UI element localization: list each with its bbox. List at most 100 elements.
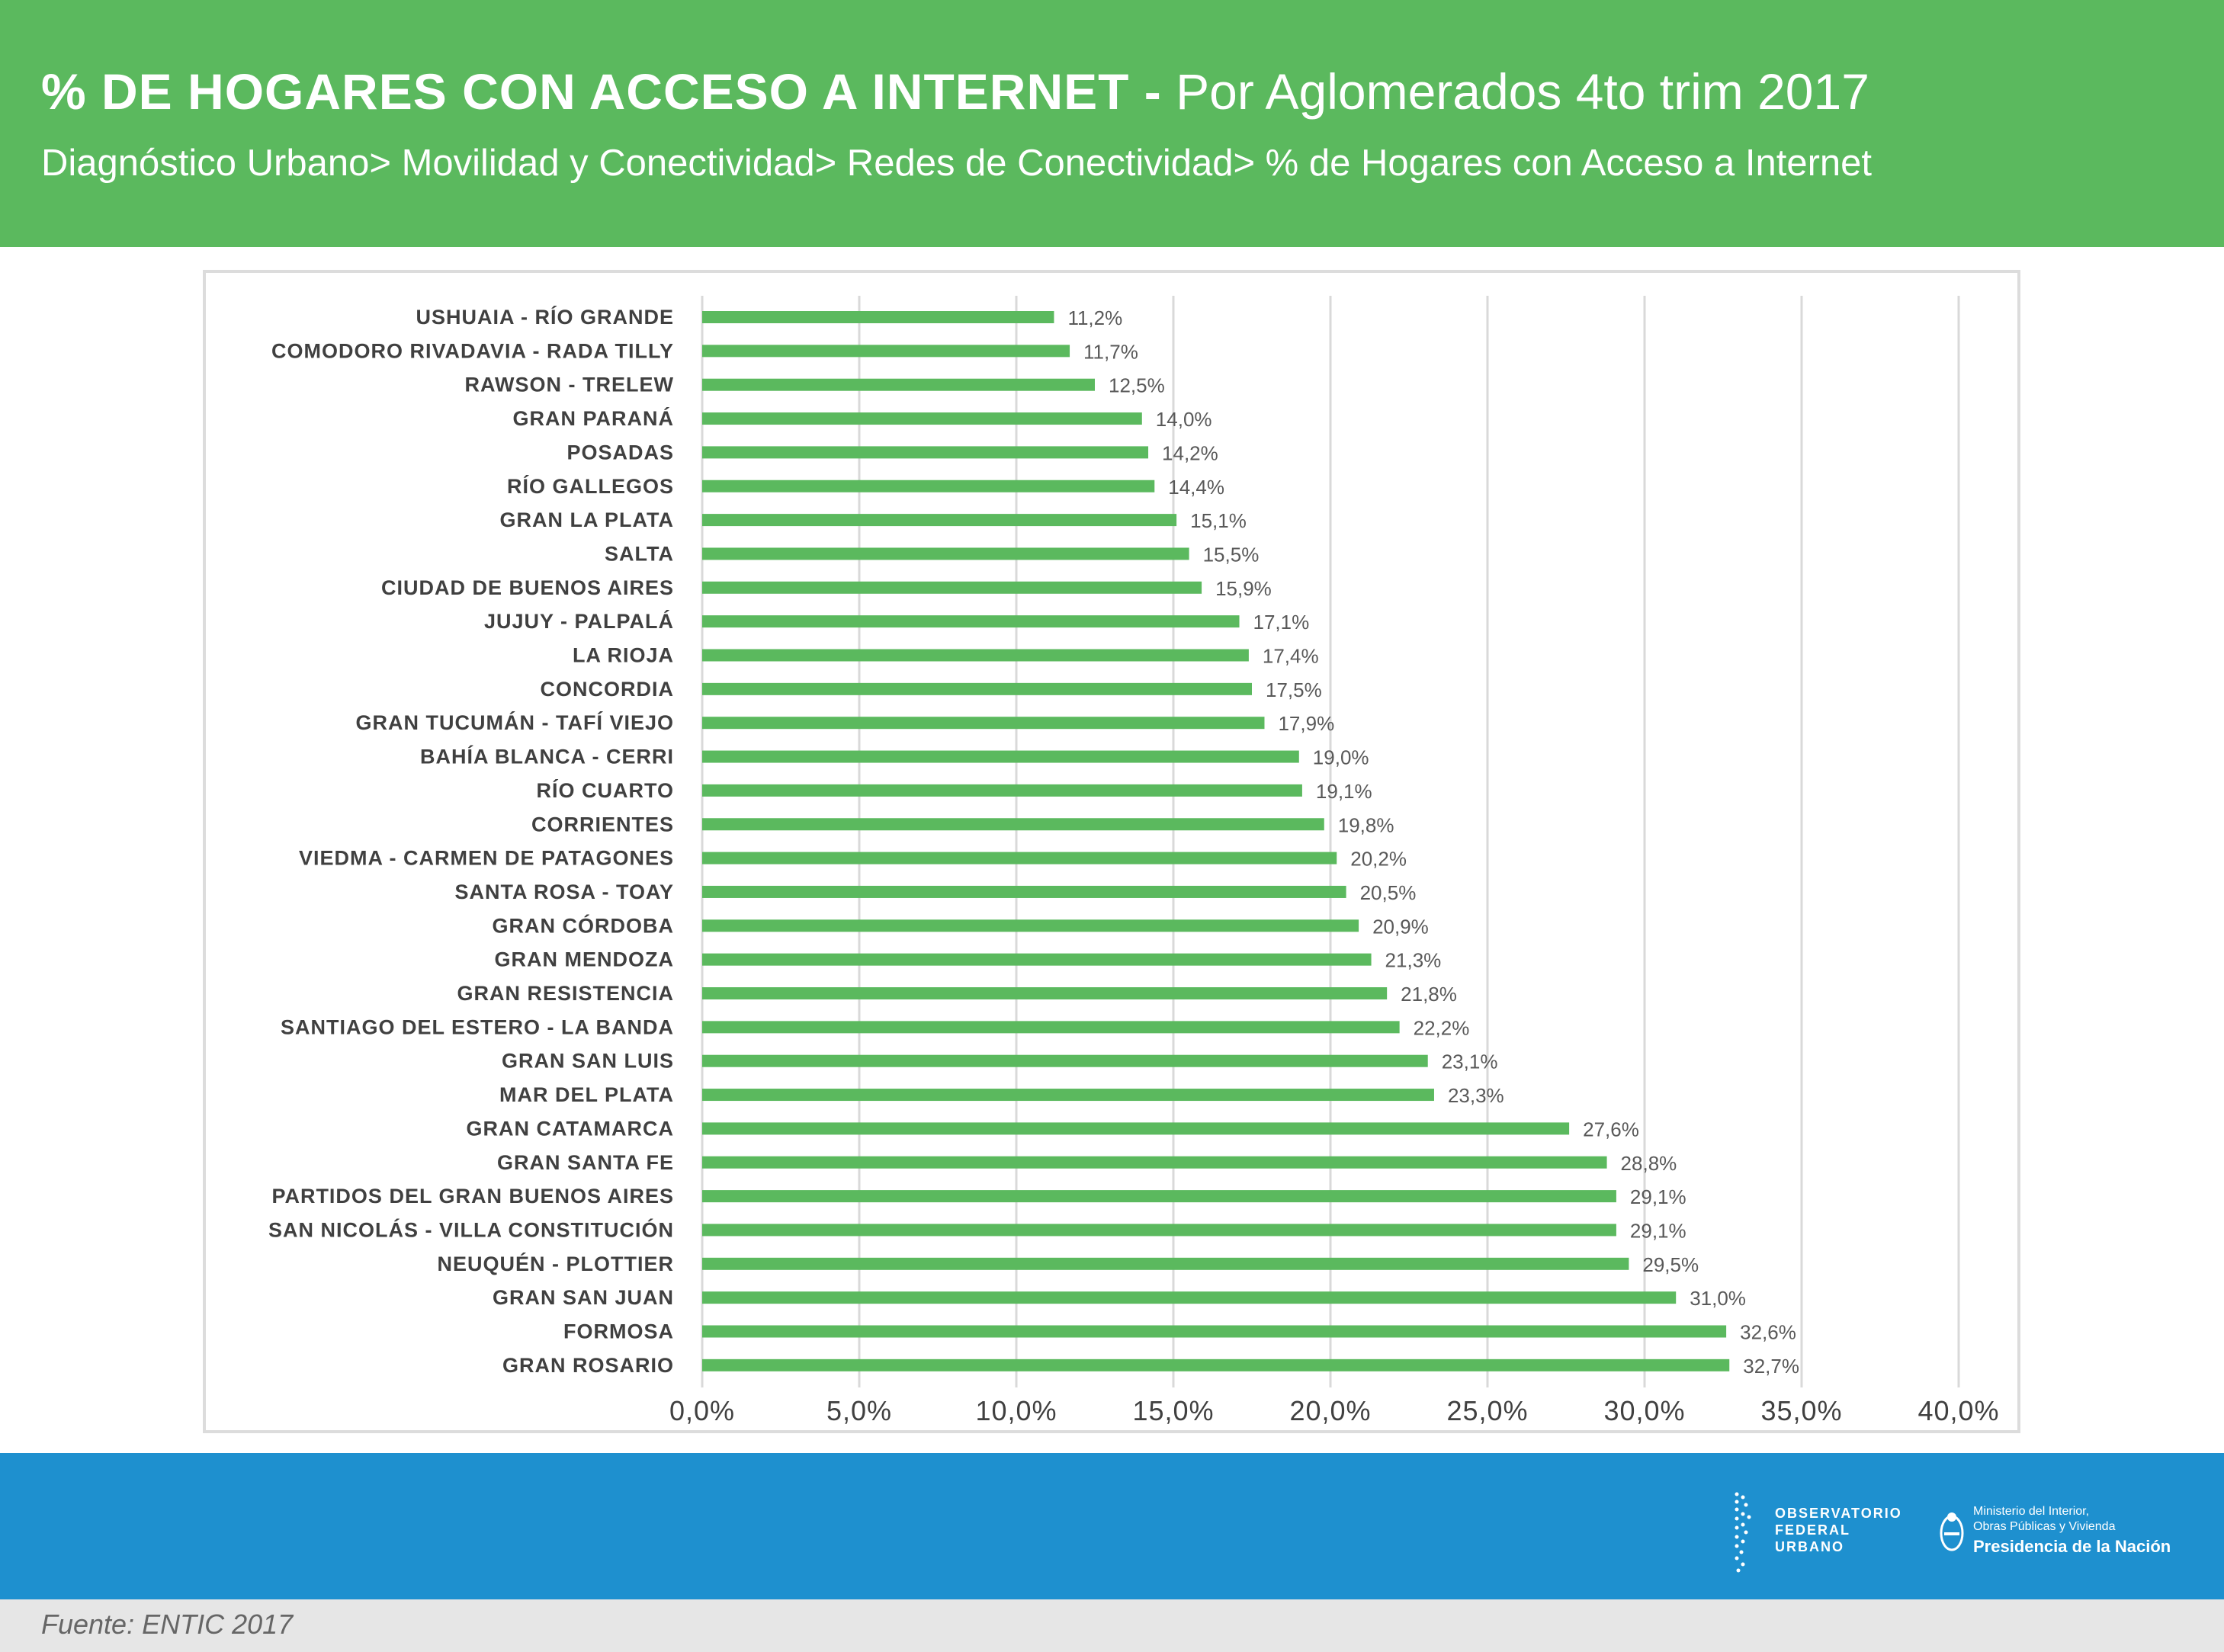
bar <box>702 750 1299 763</box>
data-label: 14,0% <box>1156 408 1212 431</box>
category-label: GRAN ROSARIO <box>502 1354 674 1377</box>
bar <box>702 615 1240 628</box>
data-label: 15,5% <box>1203 543 1260 566</box>
breadcrumb: Diagnóstico Urbano> Movilidad y Conectiv… <box>41 143 1873 184</box>
data-label: 17,5% <box>1266 678 1322 701</box>
category-label: SAN NICOLÁS - VILLA CONSTITUCIÓN <box>268 1217 674 1241</box>
bar <box>702 1224 1616 1237</box>
bar <box>702 682 1252 695</box>
category-label: CORRIENTES <box>531 813 674 836</box>
x-tick-label: 5,0% <box>826 1395 892 1426</box>
data-label: 23,3% <box>1448 1084 1504 1107</box>
bar <box>702 1190 1616 1203</box>
data-label: 32,7% <box>1743 1355 1799 1378</box>
bar <box>702 852 1337 864</box>
data-label: 17,9% <box>1278 712 1334 735</box>
bar <box>702 581 1202 594</box>
data-label: 29,1% <box>1630 1219 1686 1242</box>
bar <box>702 1021 1400 1034</box>
category-label: FORMOSA <box>563 1320 674 1343</box>
ministry-name-line2: Obras Públicas y Vivienda <box>1973 1520 2116 1533</box>
bar <box>702 784 1302 797</box>
data-label: 29,5% <box>1642 1253 1699 1276</box>
bar <box>702 987 1388 999</box>
x-tick-label: 15,0% <box>1132 1395 1214 1426</box>
category-label: NEUQUÉN - PLOTTIER <box>437 1252 674 1275</box>
observatorio-logo: OBSERVATORIO FEDERAL URBANO <box>1731 1491 1906 1575</box>
data-label: 17,4% <box>1263 645 1319 668</box>
category-label: GRAN MENDOZA <box>495 948 675 971</box>
category-label: CONCORDIA <box>541 678 675 701</box>
data-label: 11,7% <box>1083 340 1138 363</box>
data-label: 19,1% <box>1316 780 1372 803</box>
data-label: 19,8% <box>1338 813 1394 836</box>
data-label: 14,2% <box>1162 441 1218 464</box>
bar <box>702 1054 1428 1067</box>
category-label: RÍO CUARTO <box>536 778 674 802</box>
x-tick-label: 0,0% <box>669 1395 735 1426</box>
category-label: JUJUY - PALPALÁ <box>484 609 674 633</box>
bar <box>702 1156 1607 1169</box>
x-tick-label: 25,0% <box>1446 1395 1528 1426</box>
chart-frame: USHUAIA - RÍO GRANDE 11,2% COMODORO RIVADA… <box>203 270 2020 1433</box>
bar <box>702 649 1249 662</box>
category-label: GRAN CÓRDOBA <box>493 913 675 937</box>
bar <box>702 1122 1570 1135</box>
source-note: Fuente: ENTIC 2017 <box>41 1609 294 1640</box>
data-label: 20,9% <box>1372 915 1429 938</box>
data-label: 20,5% <box>1360 881 1417 904</box>
category-label: POSADAS <box>566 441 674 464</box>
bar <box>702 412 1142 425</box>
category-label: RAWSON - TRELEW <box>465 374 674 396</box>
category-label: BAHÍA BLANCA - CERRI <box>420 745 674 768</box>
bar <box>702 953 1372 966</box>
category-label: MAR DEL PLATA <box>499 1083 674 1106</box>
data-label: 21,8% <box>1401 983 1457 1006</box>
bar <box>702 1358 1730 1371</box>
category-label: RÍO GALLEGOS <box>507 474 674 498</box>
data-label: 17,1% <box>1253 611 1310 634</box>
bar <box>702 885 1346 898</box>
bar <box>702 717 1265 730</box>
coat-of-arms-icon <box>1940 1512 1964 1551</box>
dotted-map-icon <box>1735 1492 1751 1573</box>
ministry-logo: Ministerio del Interior, Obras Públicas … <box>1937 1491 2211 1567</box>
x-tick-label: 20,0% <box>1289 1395 1371 1426</box>
bar <box>702 547 1189 560</box>
title-bold: % DE HOGARES CON ACCESO A INTERNET - <box>41 63 1162 120</box>
bar <box>702 480 1155 492</box>
category-label: VIEDMA - CARMEN DE PATAGONES <box>299 847 674 870</box>
category-label: SANTA ROSA - TOAY <box>454 881 674 903</box>
data-label: 22,2% <box>1414 1016 1470 1039</box>
bar <box>702 919 1359 932</box>
data-label: 28,8% <box>1621 1152 1677 1175</box>
data-label: 19,0% <box>1313 746 1369 769</box>
page-title: % DE HOGARES CON ACCESO A INTERNET - Por… <box>41 63 1869 120</box>
category-label: GRAN PARANÁ <box>513 406 675 430</box>
data-label: 12,5% <box>1109 374 1165 397</box>
data-label: 29,1% <box>1630 1185 1686 1208</box>
x-tick-label: 35,0% <box>1760 1395 1842 1426</box>
category-label: GRAN LA PLATA <box>500 508 674 531</box>
data-label: 20,2% <box>1350 848 1407 871</box>
bar <box>702 1325 1727 1338</box>
category-label: GRAN TUCUMÁN - TAFÍ VIEJO <box>356 711 675 734</box>
source-band: Fuente: ENTIC 2017 <box>0 1599 2224 1652</box>
data-label: 15,9% <box>1215 577 1272 600</box>
category-label: SALTA <box>605 542 674 565</box>
x-tick-label: 30,0% <box>1603 1395 1685 1426</box>
category-label: LA RIOJA <box>573 644 674 667</box>
bar <box>702 311 1054 323</box>
data-label: 15,1% <box>1190 509 1247 532</box>
data-label: 31,0% <box>1690 1287 1746 1310</box>
data-label: 11,2% <box>1067 306 1122 329</box>
presidency-name: Presidencia de la Nación <box>1973 1537 2171 1556</box>
bar <box>702 1257 1629 1270</box>
bar <box>702 1089 1434 1102</box>
bar <box>702 1291 1677 1304</box>
bar <box>702 345 1070 358</box>
data-label: 21,3% <box>1385 949 1442 972</box>
category-label: GRAN RESISTENCIA <box>457 982 674 1005</box>
category-label: GRAN SAN JUAN <box>493 1286 674 1309</box>
ministry-name-line1: Ministerio del Interior, <box>1973 1505 2090 1518</box>
